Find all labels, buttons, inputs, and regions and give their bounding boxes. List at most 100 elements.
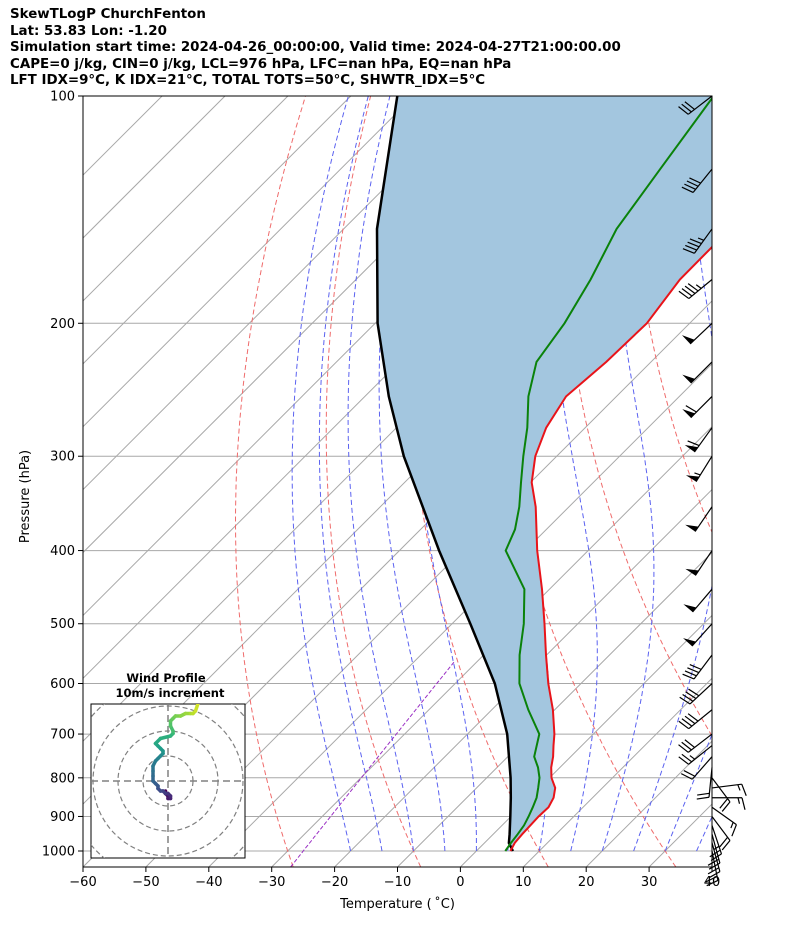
barb-staff <box>690 361 713 384</box>
isotherm-line <box>83 96 477 491</box>
moist-adiabat <box>728 96 794 851</box>
barb-full <box>705 875 718 883</box>
barb-full <box>686 180 699 187</box>
wind-barb <box>681 322 713 345</box>
y-axis-title: Pressure (hPa) <box>18 450 33 543</box>
isotherm-line <box>775 96 794 867</box>
time-line: Simulation start time: 2024-04-26_00:00:… <box>10 40 621 56</box>
moist-adiabat <box>378 96 446 852</box>
barb-full <box>741 797 746 810</box>
barb-half <box>694 472 701 476</box>
barb-staff <box>694 506 713 532</box>
barb-half <box>713 845 720 851</box>
wind-barb <box>682 228 713 254</box>
chart-title: SkewTLogP ChurchFenton <box>10 7 206 22</box>
wind-barb <box>682 654 713 680</box>
x-tick-label: 40 <box>704 875 721 890</box>
barb-staff <box>690 396 713 419</box>
barb-staff <box>692 588 713 613</box>
barb-full <box>685 405 697 413</box>
barb-full <box>684 739 695 748</box>
barb-staff <box>691 756 713 780</box>
wind-barb <box>678 709 713 730</box>
moist-adiabat <box>664 732 712 852</box>
isotherm-line <box>334 488 712 867</box>
barb-staff <box>689 683 713 705</box>
barb-full <box>710 853 722 862</box>
barb-full <box>707 867 720 875</box>
dry-adiabat <box>235 96 306 867</box>
barb-full <box>683 770 696 777</box>
wind-barb <box>711 777 731 812</box>
barb-staff <box>711 816 731 841</box>
barb-full <box>697 792 710 796</box>
isotherm-line <box>271 425 712 867</box>
barb-full <box>719 798 729 809</box>
barb-full <box>678 756 689 765</box>
x-tick-label: −10 <box>384 875 411 890</box>
plot-lines <box>375 96 712 852</box>
moist-adiabat <box>318 96 383 852</box>
y-tick-label: 1000 <box>42 845 75 860</box>
x-tick-label: 0 <box>456 875 464 890</box>
barb-half <box>737 784 741 791</box>
moist-adiabat <box>633 96 712 852</box>
wind-barbs <box>678 95 747 887</box>
barb-full <box>687 667 700 674</box>
barb-full <box>681 718 693 727</box>
barb-full <box>681 288 693 297</box>
barb-full <box>684 101 695 110</box>
barb-full <box>678 290 690 300</box>
barb-full <box>688 688 700 697</box>
barb-full <box>731 824 737 837</box>
wind-barb <box>678 279 713 300</box>
barb-full <box>682 248 695 254</box>
barb-staff <box>711 806 737 826</box>
x-tick-label: −20 <box>321 875 348 890</box>
barb-full <box>708 871 721 879</box>
barb-flag <box>685 475 700 482</box>
temperature-line <box>509 245 712 852</box>
barb-staff <box>687 733 713 753</box>
barb-full <box>687 241 700 248</box>
wind-barb <box>679 683 713 705</box>
barb-full <box>681 753 693 763</box>
barb-full <box>684 715 696 725</box>
wind-barb <box>711 806 737 837</box>
barb-full <box>678 720 690 730</box>
y-tick-label: 700 <box>50 728 75 743</box>
y-tick-label: 400 <box>50 544 75 559</box>
dry-adiabat <box>762 96 794 867</box>
dry-adiabat <box>561 96 712 737</box>
x-tick-label: 20 <box>578 875 595 890</box>
wind-barb <box>685 455 713 482</box>
dewpoint-line <box>504 96 712 852</box>
barb-half <box>730 822 734 829</box>
x-tick-label: −30 <box>258 875 285 890</box>
x-tick-label: 30 <box>641 875 658 890</box>
barb-full <box>708 862 721 870</box>
barb-full <box>709 849 721 858</box>
isotherm-line <box>711 866 712 867</box>
barb-full <box>719 836 729 848</box>
barb-full <box>684 183 696 190</box>
moist-adiabat <box>601 96 655 852</box>
barb-half <box>689 755 696 760</box>
x-tick-label: −60 <box>69 875 96 890</box>
mixing-ratio-line <box>290 660 456 867</box>
barb-full <box>696 796 710 800</box>
barb-full <box>681 103 692 113</box>
barb-flag <box>683 638 696 647</box>
barb-staff <box>693 228 713 254</box>
barb-full <box>678 744 689 753</box>
x-axis-title: Temperature ( ˚C) <box>339 896 455 912</box>
wind-barb <box>709 825 723 862</box>
barb-full <box>689 238 702 245</box>
y-tick-label: 300 <box>50 450 75 465</box>
barb-full <box>721 840 731 851</box>
cape-line: CAPE=0 j/kg, CIN=0 j/kg, LCL=976 hPa, LF… <box>10 56 512 72</box>
wind-barb <box>685 506 713 532</box>
y-tick-label: 600 <box>50 677 75 692</box>
